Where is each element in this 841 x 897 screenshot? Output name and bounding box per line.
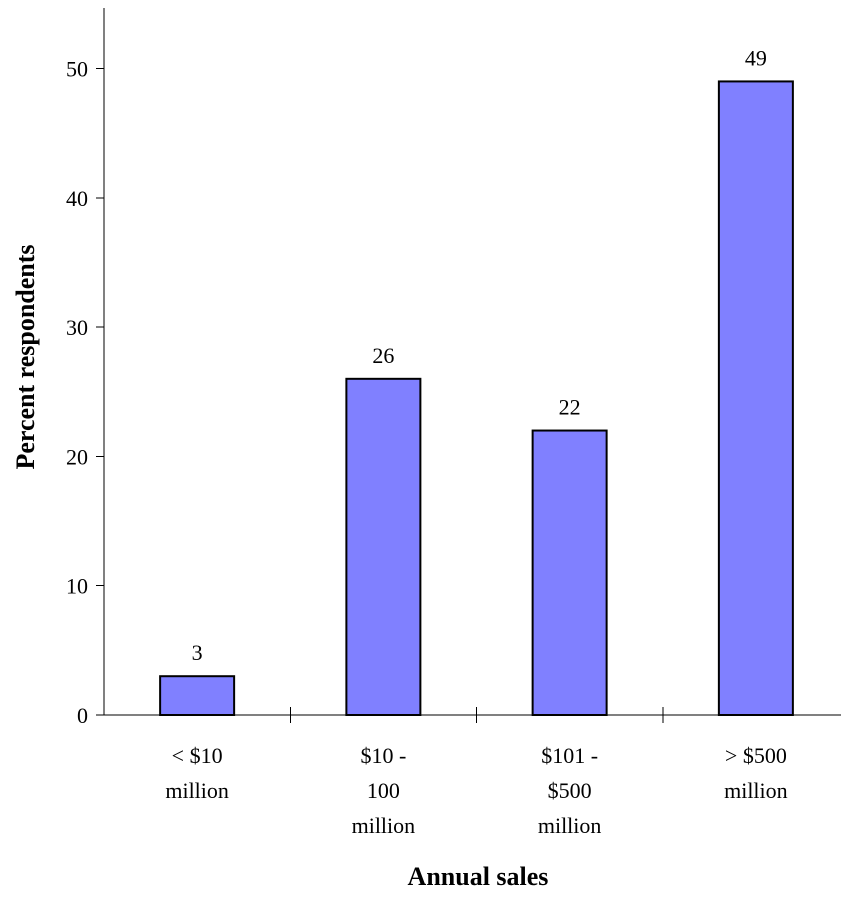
bar bbox=[345, 377, 422, 716]
x-category-label: $500 bbox=[548, 778, 592, 803]
bar-value-label: 3 bbox=[192, 640, 203, 665]
bars-group bbox=[159, 80, 794, 717]
y-tick-label: 20 bbox=[66, 444, 88, 469]
y-tick-label: 0 bbox=[77, 703, 88, 728]
bar-value-label: 26 bbox=[372, 343, 394, 368]
axes-group bbox=[96, 8, 841, 723]
bar bbox=[159, 675, 236, 717]
bar-value-label: 22 bbox=[559, 395, 581, 420]
y-axis-title: Percent respondents bbox=[11, 244, 40, 469]
y-tick-label: 50 bbox=[66, 57, 88, 82]
x-category-label: < $10 bbox=[172, 743, 223, 768]
x-category-label: > $500 bbox=[725, 743, 787, 768]
x-category-label: million bbox=[724, 778, 788, 803]
x-category-label: $101 - bbox=[541, 743, 598, 768]
x-category-label: 100 bbox=[367, 778, 400, 803]
bar-value-label: 49 bbox=[745, 45, 767, 70]
y-tick-label: 40 bbox=[66, 186, 88, 211]
y-tick-label: 10 bbox=[66, 574, 88, 599]
y-tick-label: 30 bbox=[66, 315, 88, 340]
labels-group: 0 10 20 30 40 50 3 < $10 million 26 $10 - 100 millio… bbox=[66, 45, 788, 838]
x-category-label: million bbox=[165, 778, 229, 803]
x-axis-title: Annual sales bbox=[408, 862, 549, 891]
bar bbox=[717, 80, 794, 717]
x-category-label: million bbox=[538, 813, 602, 838]
bar bbox=[531, 429, 608, 716]
x-category-label: $10 - bbox=[360, 743, 406, 768]
x-category-label: million bbox=[352, 813, 416, 838]
